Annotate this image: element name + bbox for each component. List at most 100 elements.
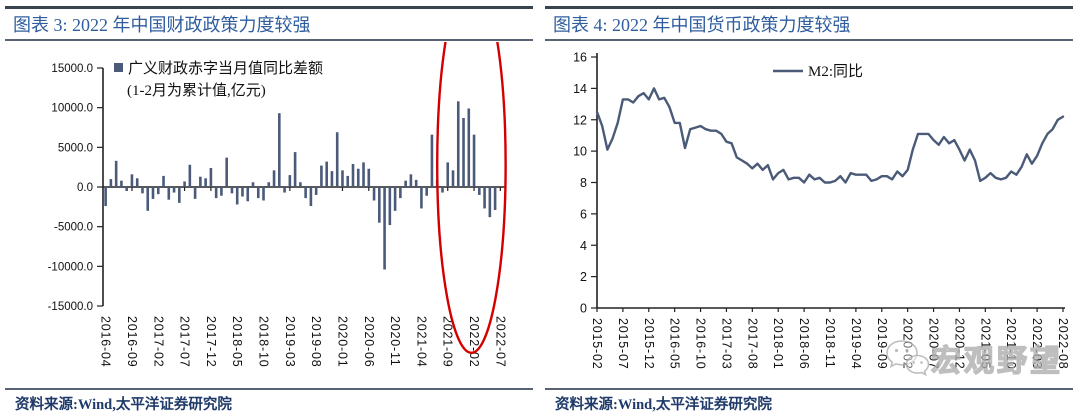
bar xyxy=(193,187,197,199)
bar xyxy=(293,152,297,187)
svg-text:2017-12: 2017-12 xyxy=(204,316,218,367)
title-underline-rule xyxy=(545,39,1073,41)
svg-text:2021-09: 2021-09 xyxy=(441,316,455,367)
svg-text:-10000.0: -10000.0 xyxy=(48,261,93,273)
x-ticks: 2016-04 2016-09 2017-02 2017-07 2017-12 2018-… xyxy=(99,187,507,367)
fiscal-deficit-bar-chart: 15000.0 10000.0 5000.0 0.0 -5000.0 -10000.0 -1… xyxy=(48,42,507,367)
bar xyxy=(104,187,107,207)
svg-text:2020-12: 2020-12 xyxy=(952,318,966,369)
bar xyxy=(299,182,302,187)
bar xyxy=(472,134,476,187)
figure-4-source: 资料来源:Wind,太平洋证券研究院 xyxy=(555,397,772,413)
svg-text:2019-08: 2019-08 xyxy=(309,316,323,367)
bar xyxy=(272,170,276,187)
svg-text:2018-10: 2018-10 xyxy=(257,316,271,367)
bar xyxy=(425,187,428,196)
legend-label: M2:同比 xyxy=(808,63,863,80)
bar xyxy=(251,182,255,187)
bar xyxy=(151,187,155,199)
bar xyxy=(383,187,386,270)
bar xyxy=(462,117,465,187)
bottom-rule xyxy=(545,388,1073,390)
svg-text:2021-05: 2021-05 xyxy=(978,318,992,369)
svg-text:2017-02: 2017-02 xyxy=(151,316,165,367)
svg-text:14: 14 xyxy=(573,82,587,96)
bar xyxy=(156,187,160,195)
bar xyxy=(230,187,234,194)
bar xyxy=(167,187,171,200)
bar xyxy=(283,187,286,193)
x-ticks: 2015-02 2015-07 2015-12 2016-05 2016-10 2017-… xyxy=(590,308,1070,369)
svg-text:2020-07: 2020-07 xyxy=(927,318,941,369)
svg-text:2022-08: 2022-08 xyxy=(1056,318,1070,369)
svg-text:2016-10: 2016-10 xyxy=(694,318,708,369)
svg-text:15000.0: 15000.0 xyxy=(51,63,93,75)
bar xyxy=(146,187,150,211)
bar xyxy=(304,187,307,199)
svg-text:2018-05: 2018-05 xyxy=(230,316,244,367)
bar xyxy=(188,164,192,187)
svg-text:2015-02: 2015-02 xyxy=(590,318,604,369)
bar xyxy=(341,170,344,187)
svg-text:2022-02: 2022-02 xyxy=(467,316,481,367)
svg-text:2016-05: 2016-05 xyxy=(668,318,682,369)
svg-text:4: 4 xyxy=(580,239,587,253)
bar xyxy=(135,178,139,187)
bar xyxy=(420,187,423,209)
svg-text:10: 10 xyxy=(573,145,587,159)
svg-text:2020-06: 2020-06 xyxy=(362,316,376,367)
m2-line xyxy=(595,87,1065,184)
bar xyxy=(109,179,113,187)
bar xyxy=(130,174,134,187)
top-rule xyxy=(545,6,1073,9)
svg-text:2017-07: 2017-07 xyxy=(178,316,192,367)
svg-text:2020-11: 2020-11 xyxy=(388,316,402,367)
bar xyxy=(120,180,123,187)
svg-text:2019-04: 2019-04 xyxy=(849,318,863,369)
bar xyxy=(204,178,207,187)
bar xyxy=(430,134,434,187)
bar xyxy=(483,187,486,209)
bar xyxy=(393,187,397,211)
bar xyxy=(351,163,355,187)
highlight-ellipse xyxy=(436,42,507,354)
figure-3-source: 资料来源:Wind,太平洋证券研究院 xyxy=(15,397,232,413)
svg-text:2021-04: 2021-04 xyxy=(414,316,428,367)
bar xyxy=(488,187,492,218)
bar xyxy=(446,162,450,187)
bar xyxy=(346,175,350,187)
bar xyxy=(314,187,318,195)
svg-text:2021-10: 2021-10 xyxy=(1004,318,1018,369)
bar xyxy=(356,168,360,187)
bar xyxy=(456,101,460,187)
bar xyxy=(320,165,323,187)
bar xyxy=(372,187,376,201)
bar xyxy=(199,176,202,187)
legend: 广义财政赤字当月值同比差额 (1-2月为累计值,亿元) xyxy=(114,60,323,99)
svg-text:2020-02: 2020-02 xyxy=(901,318,915,369)
bar xyxy=(172,187,176,193)
svg-text:2: 2 xyxy=(580,270,587,284)
bar xyxy=(478,187,481,195)
panel-figure-3: 图表 3: 2022 年中国财政政策力度较强 15000.0 10000.0 500… xyxy=(5,6,533,413)
bar xyxy=(409,174,413,187)
bar xyxy=(367,168,371,187)
bar xyxy=(214,187,218,199)
legend-line2: (1-2月为累计值,亿元) xyxy=(127,82,266,99)
bar xyxy=(325,161,328,187)
bar xyxy=(178,187,181,203)
bar xyxy=(162,175,165,187)
figure-3-title: 图表 3: 2022 年中国财政政策力度较强 xyxy=(13,15,311,35)
bar xyxy=(220,187,223,196)
bar xyxy=(441,187,444,193)
axes: 15000.0 10000.0 5000.0 0.0 -5000.0 -10000.0 -1… xyxy=(48,63,505,313)
svg-text:5000.0: 5000.0 xyxy=(58,142,93,154)
bar xyxy=(262,187,265,201)
bar xyxy=(330,171,334,187)
svg-text:2016-09: 2016-09 xyxy=(125,316,139,367)
bar xyxy=(378,187,381,223)
bar xyxy=(114,160,118,187)
bar xyxy=(256,187,260,199)
bar xyxy=(246,187,250,202)
